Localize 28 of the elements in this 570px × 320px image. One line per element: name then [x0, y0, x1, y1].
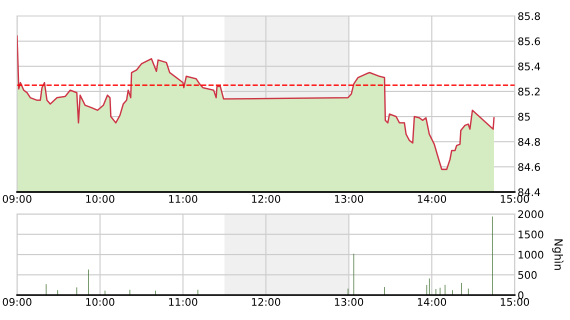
x-tick-label: 15:00	[500, 298, 530, 306]
y-tick-label: 2000	[518, 210, 544, 218]
y-tick-label: 85.4	[518, 62, 540, 70]
x-tick-label: 14:00	[418, 298, 446, 306]
y-tick-label: 85.2	[518, 88, 540, 96]
x-tick-label: 12:00	[252, 298, 280, 306]
x-tick-label: 10:00	[86, 194, 114, 203]
x-tick-label: 12:00	[252, 194, 280, 203]
x-tick-label: 11:00	[169, 194, 198, 203]
y-tick-label: 0	[518, 291, 524, 300]
y-tick-label: 1000	[518, 250, 544, 259]
y-tick-label: 84.4	[518, 188, 540, 196]
y-tick-label: 85.6	[518, 37, 540, 46]
x-tick-label: 14:00	[418, 194, 446, 203]
y-tick-label: 85.8	[518, 12, 540, 20]
x-tick-label: 09:00	[2, 194, 32, 203]
x-tick-label: 10:00	[86, 298, 114, 306]
y-tick-label: 84.6	[518, 163, 540, 171]
y-tick-label: 84.8	[518, 138, 540, 146]
y-tick-label: 1500	[518, 230, 544, 238]
x-tick-label: 13:00	[334, 298, 364, 306]
x-tick-label: 11:00	[169, 298, 198, 306]
x-tick-label: 13:00	[334, 194, 364, 203]
x-tick-label: 09:00	[2, 298, 32, 306]
y-tick-label: 85	[518, 112, 530, 121]
x-tick-label: 15:00	[500, 194, 530, 203]
y-tick-label: 500	[518, 271, 537, 279]
y-axis-title: Nghìn	[552, 239, 564, 270]
